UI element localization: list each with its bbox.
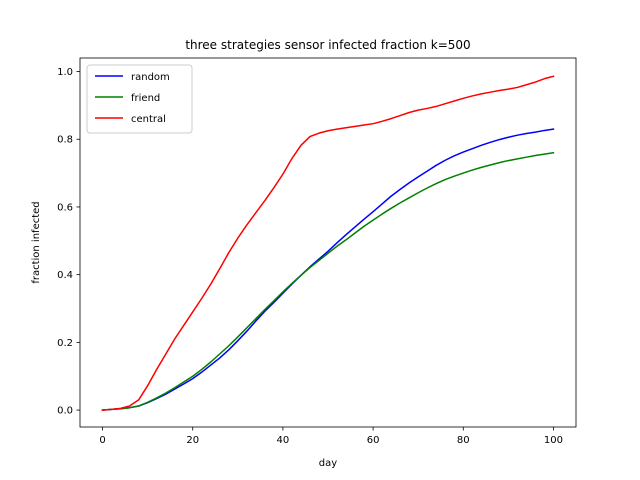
plot-frame [79,57,577,428]
legend: random friend central [86,64,193,134]
plot-area [79,57,577,428]
y-tick-label: 0.6 [57,202,73,213]
y-tick-label: 0.2 [57,338,73,349]
x-tick-label: 20 [186,435,199,446]
series-line-random [101,128,555,411]
y-tick-label: 0.8 [57,135,73,146]
series-line-friend [101,151,555,411]
x-tick-label: 80 [457,435,470,446]
x-tick-label: 40 [277,435,290,446]
legend-label-friend: friend [131,93,160,104]
x-tick-label: 0 [99,435,105,446]
series-line-central [101,75,555,411]
x-axis: 0 20 40 60 80 100 [99,427,563,446]
legend-label-random: random [131,72,170,83]
y-tick-label: 1.0 [57,67,73,78]
y-tick-label: 0.0 [57,406,73,417]
y-axis-label: fraction infected [31,201,42,283]
legend-box [86,64,193,134]
legend-label-central: central [131,114,166,125]
y-tick-label: 0.4 [57,270,73,281]
x-tick-label: 60 [367,435,380,446]
x-axis-label: day [319,458,337,469]
x-tick-label: 100 [544,435,563,446]
chart-title: three strategies sensor infected fractio… [185,38,470,52]
y-axis: 0.0 0.2 0.4 0.6 0.8 1.0 [57,67,80,417]
